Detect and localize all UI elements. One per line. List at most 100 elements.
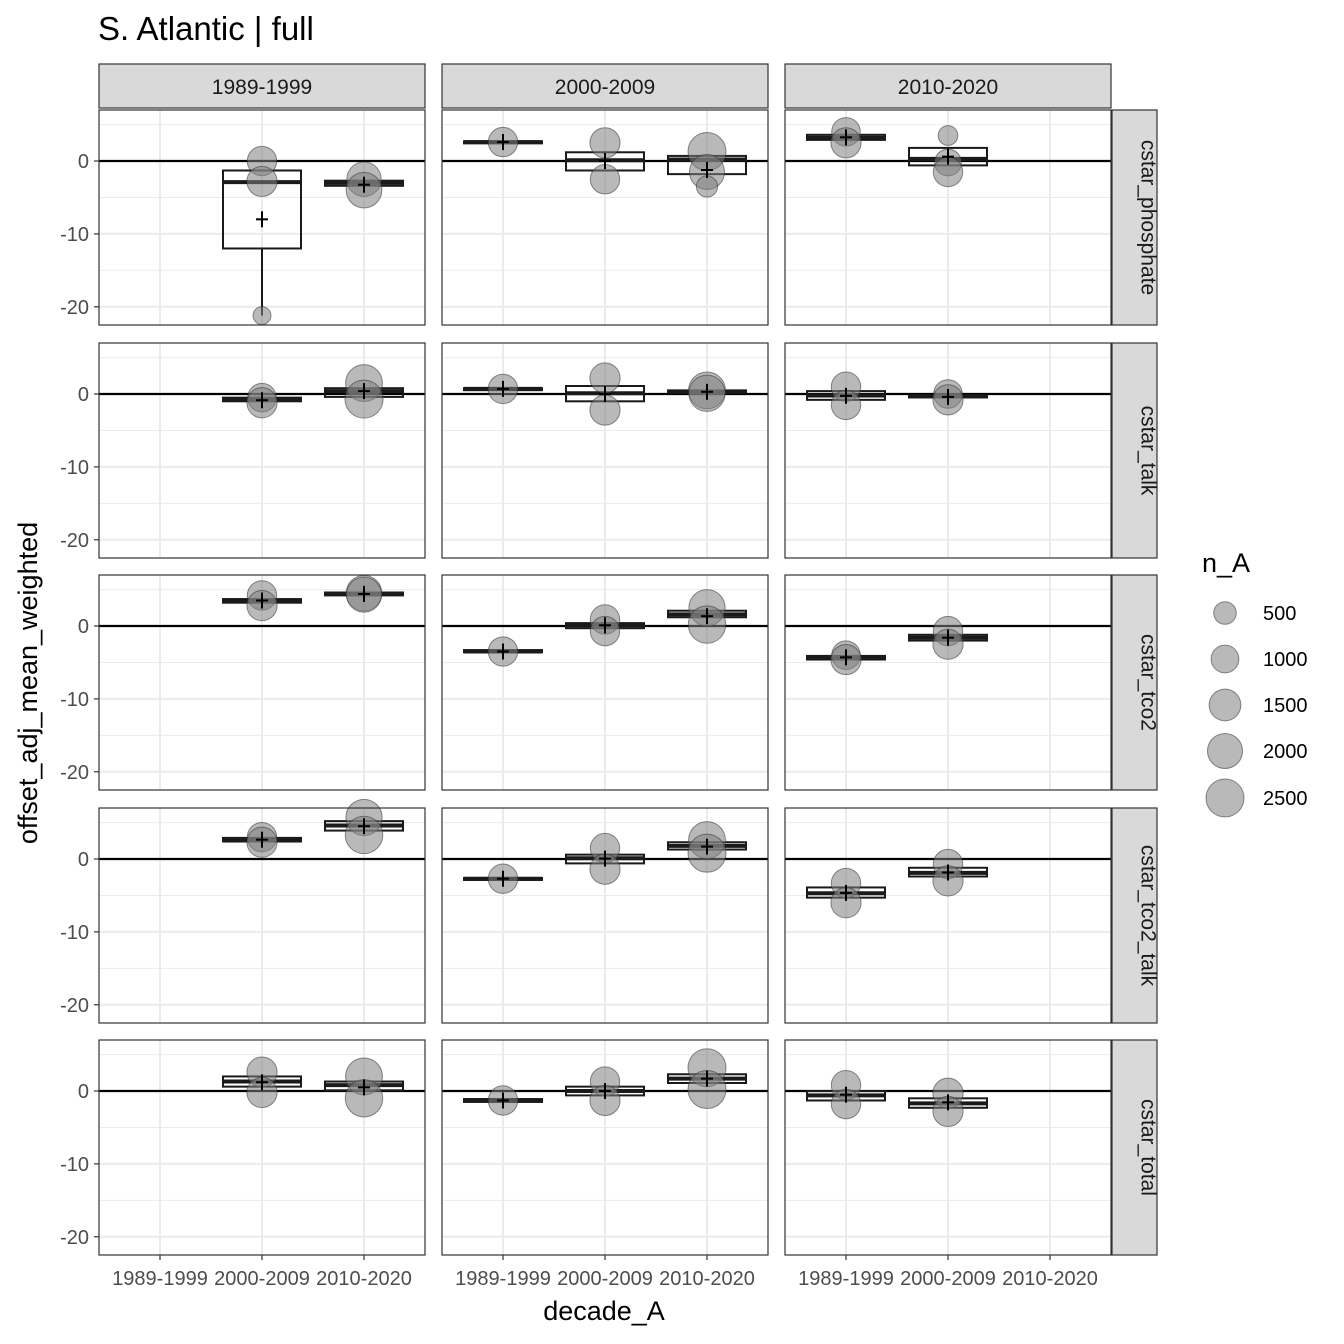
y-tick-label: -10	[60, 689, 89, 711]
legend-label: 1500	[1263, 695, 1308, 717]
box-group	[463, 636, 543, 667]
row-strip	[1111, 1039, 1158, 1256]
box-group	[463, 373, 543, 405]
y-tick-label: -10	[60, 457, 89, 479]
panel-border	[98, 1039, 426, 1256]
panel-border	[441, 109, 769, 326]
panel-border	[98, 574, 426, 791]
y-tick-label: 0	[78, 616, 89, 638]
y-tick-label: -20	[60, 530, 89, 552]
col-strip-label: 2010-2020	[898, 76, 998, 99]
row-strip	[1111, 342, 1158, 559]
col-strip	[784, 63, 1112, 109]
data-point	[687, 1070, 727, 1110]
col-strip	[98, 63, 426, 109]
legend-label: 1000	[1263, 649, 1308, 671]
panel-border	[784, 342, 1112, 559]
facet-panel	[785, 343, 1111, 558]
box-group	[667, 132, 747, 198]
box-group	[324, 1057, 404, 1118]
col-strip-label: 2000-2009	[555, 76, 655, 99]
panels-layer: 1989-1999 2000-2009 2010-2020 cstar_phospha…	[60, 63, 1160, 1290]
box-group	[908, 848, 988, 897]
y-tick-label: 0	[78, 384, 89, 406]
box-group	[806, 1069, 886, 1120]
panel-border	[784, 1039, 1112, 1256]
y-tick-label: 0	[78, 151, 89, 173]
box-group	[463, 1085, 543, 1116]
y-axis-title: offset_adj_mean_weighted	[13, 522, 43, 844]
row-strip	[1111, 109, 1158, 326]
box-group	[324, 364, 404, 419]
box-group	[806, 371, 886, 421]
box-group	[222, 382, 302, 419]
box-group	[908, 615, 988, 660]
facet-panel	[785, 575, 1111, 790]
x-tick-label: 2010-2020	[659, 1268, 755, 1290]
data-point	[344, 379, 384, 419]
data-point	[246, 165, 278, 198]
legend-label: 500	[1263, 603, 1296, 625]
y-tick-label: 0	[78, 1081, 89, 1103]
box-group	[806, 117, 886, 159]
col-strip-label: 1989-1999	[212, 76, 312, 99]
box-group	[908, 379, 988, 416]
y-tick-label: -20	[60, 995, 89, 1017]
box-group	[667, 371, 747, 412]
box-group	[565, 362, 645, 426]
legend-label: 2000	[1263, 741, 1308, 763]
x-tick-label: 1989-1999	[798, 1268, 894, 1290]
row-strip	[1111, 574, 1158, 791]
data-point	[344, 815, 384, 855]
box-group	[806, 867, 886, 919]
legend-title: n_A	[1202, 548, 1250, 578]
x-tick-label: 2010-2020	[1002, 1268, 1098, 1290]
row-strip-label: cstar_total	[1137, 1099, 1160, 1196]
data-point	[252, 306, 272, 325]
box-group	[222, 580, 302, 622]
box-group	[667, 1048, 747, 1110]
facet-panel	[442, 808, 768, 1023]
legend-key	[1206, 732, 1244, 770]
box-group	[222, 821, 302, 858]
box-group	[667, 589, 747, 644]
box-group	[908, 125, 988, 188]
box-group	[565, 604, 645, 647]
row-strip-label: cstar_phosphate	[1137, 140, 1160, 295]
panel-border	[441, 342, 769, 559]
box-group	[463, 863, 543, 894]
box-group	[565, 1066, 645, 1117]
x-tick-label: 2000-2009	[214, 1268, 310, 1290]
panel-border	[98, 342, 426, 559]
panel-border	[98, 109, 426, 326]
x-tick-label: 2000-2009	[900, 1268, 996, 1290]
row-strip	[1111, 807, 1158, 1024]
box-group	[667, 821, 747, 873]
x-axis-title: decade_A	[543, 1296, 665, 1326]
y-tick-label: -10	[60, 922, 89, 944]
box-group	[222, 145, 302, 325]
data-point	[695, 175, 719, 198]
row-strip-label: cstar_talk	[1137, 406, 1160, 496]
facet-panel	[785, 1040, 1111, 1255]
box-group	[565, 127, 645, 195]
x-tick-label: 1989-1999	[112, 1268, 208, 1290]
y-tick-label: -20	[60, 1227, 89, 1249]
box-group	[222, 1056, 302, 1109]
facet-panel	[785, 808, 1111, 1023]
panel-border	[784, 574, 1112, 791]
y-tick-label: -20	[60, 297, 89, 319]
x-tick-label: 2010-2020	[316, 1268, 412, 1290]
y-tick-label: -20	[60, 762, 89, 784]
legend-key	[1208, 688, 1242, 722]
box-group	[463, 126, 543, 158]
y-tick-label: -10	[60, 224, 89, 246]
x-tick-label: 2000-2009	[557, 1268, 653, 1290]
legend-key	[1213, 601, 1237, 625]
legend-key	[1210, 644, 1240, 674]
box-group	[908, 1077, 988, 1128]
panel-border	[441, 1039, 769, 1256]
box-group	[806, 640, 886, 676]
y-tick-label: -10	[60, 1154, 89, 1176]
